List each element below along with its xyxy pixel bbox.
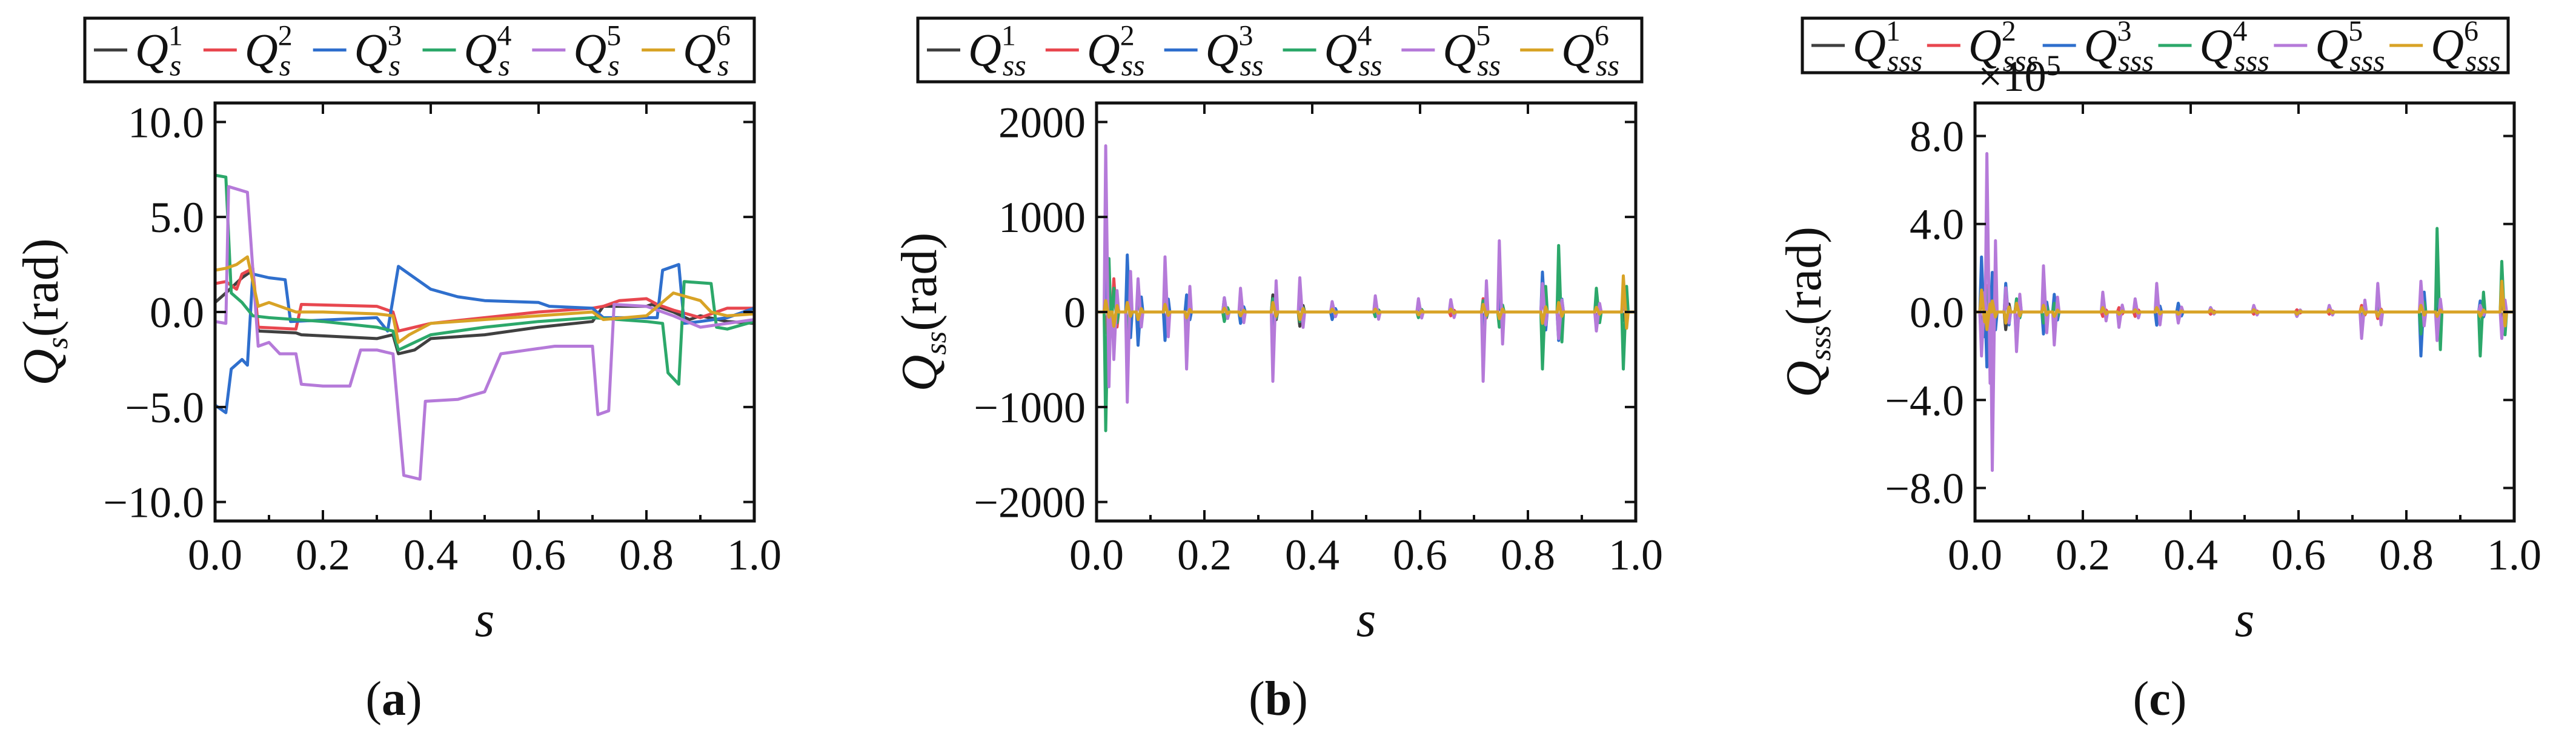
series-group [1097, 144, 1636, 433]
y-tick-label: −10.0 [103, 479, 204, 527]
x-tick-label: 0.2 [1177, 531, 1232, 579]
exponent-label: ×105 [1978, 50, 2061, 101]
series-line-3 [215, 263, 754, 414]
panel-label: (b) [1249, 672, 1308, 726]
y-tick-label: −5.0 [125, 383, 204, 432]
series-group [215, 173, 754, 481]
legend: Q1 ss Q2 ss Q3 ss Q4 ss Q5 ss Q6 ss [916, 16, 1644, 84]
panel-label: (a) [365, 672, 422, 726]
legend-entry-4: Q4 sss [2200, 15, 2269, 78]
legend-box [1801, 16, 2510, 75]
x-axis-label: s [2235, 591, 2255, 648]
y-tick-label: 5.0 [150, 193, 204, 242]
x-tick-label: 0.8 [1501, 531, 1555, 579]
y-axis-label: Qs(rad) [13, 238, 74, 385]
x-tick-label: 0.0 [1069, 531, 1124, 579]
x-tick-label: 0.2 [2056, 531, 2110, 579]
series-line-6 [1097, 274, 1636, 330]
legend-entry-3: Q3 s [354, 20, 402, 82]
y-tick-label: 8.0 [1910, 112, 1964, 161]
x-tick-label: 0.4 [1285, 531, 1339, 579]
x-tick-label: 1.0 [727, 531, 782, 579]
x-tick-label: 0.2 [296, 531, 350, 579]
y-tick-label: 2000 [998, 98, 1086, 147]
legend-entry-4: Q4 s [464, 20, 512, 82]
legend-entry-2: Q2 ss [1087, 20, 1145, 82]
series-line-4 [1097, 244, 1636, 433]
y-tick-label: −4.0 [1885, 376, 1964, 425]
x-tick-label: 0.6 [2271, 531, 2326, 579]
x-axis-label: s [1356, 591, 1376, 648]
x-tick-label: 0.0 [188, 531, 242, 579]
panel-a: 0.0 0.2 0.4 0.6 0.8 1.0 10.0 5.0 0.0 −5.0 −10.0 s Qs… [13, 16, 782, 726]
series-line-1 [1097, 293, 1636, 342]
series-line-2 [1097, 277, 1636, 334]
series-line-5 [215, 185, 754, 481]
legend-entry-5: Q5 ss [1442, 20, 1501, 82]
legend-box [83, 16, 756, 84]
x-tick-label: 0.0 [1948, 531, 2002, 579]
legend-entry-4: Q4 ss [1324, 20, 1383, 82]
series-line-3 [1097, 253, 1636, 352]
y-tick-label: −8.0 [1885, 465, 1964, 513]
series-line-6 [1975, 279, 2514, 331]
x-tick-label: 1.0 [1608, 531, 1663, 579]
x-tick-label: 1.0 [2487, 531, 2541, 579]
x-tick-label: 0.4 [403, 531, 458, 579]
legend-entry-3: Q3 ss [1206, 20, 1264, 82]
legend-entry-6: Q6 sss [2431, 15, 2500, 78]
x-tick-label: 0.6 [511, 531, 566, 579]
y-tick-label: −1000 [974, 383, 1086, 432]
y-tick-label: 0.0 [150, 288, 204, 337]
series-line-4 [215, 173, 754, 386]
series-line-6 [215, 255, 754, 344]
panel-b: 0.0 0.2 0.4 0.6 0.8 1.0 2000 1000 0 −1000 −2000 s Qs… [891, 16, 1663, 726]
legend-entry-5: Q5 sss [2315, 15, 2385, 78]
legend-entry-1: Q1 ss [968, 20, 1026, 82]
y-axis-label: Qsss(rad) [1776, 227, 1837, 397]
series-group [1975, 152, 2514, 472]
series-line-5 [1097, 144, 1636, 404]
y-tick-label: 1000 [998, 193, 1086, 242]
legend-entry-1: Q1 s [135, 20, 183, 82]
x-tick-label: 0.8 [619, 531, 674, 579]
panel-label: (c) [2133, 672, 2187, 726]
legend-entry-2: Q2 s [245, 20, 293, 82]
y-tick-label: −2000 [974, 479, 1086, 527]
y-tick-label: 0.0 [1910, 288, 1964, 337]
legend-entry-5: Q5 s [573, 20, 621, 82]
y-tick-label: 0 [1064, 288, 1086, 337]
legend-entry-6: Q6 s [683, 20, 731, 82]
x-tick-label: 0.8 [2379, 531, 2434, 579]
legend-entry-6: Q6 ss [1561, 20, 1619, 82]
x-tick-label: 0.6 [1393, 531, 1447, 579]
legend: Q1 sss Q2 sss Q3 sss Q4 sss Q5 sss Q6 sss [1801, 15, 2510, 78]
legend-entry-1: Q1 sss [1853, 15, 1922, 78]
x-axis-label: s [475, 591, 495, 648]
legend-box [916, 16, 1644, 84]
y-tick-label: 4.0 [1910, 201, 1964, 249]
legend: Q1 s Q2 s Q3 s Q4 s Q5 s Q6 s [83, 16, 756, 84]
legend-entry-2: Q2 sss [1968, 15, 2038, 78]
panel-c: 0.0 0.2 0.4 0.6 0.8 1.0 8.0 4.0 0.0 −4.0 −8.0 ×105 s… [1776, 15, 2541, 726]
x-tick-label: 0.4 [2163, 531, 2218, 579]
y-tick-label: 10.0 [128, 98, 204, 147]
legend-entry-3: Q3 sss [2084, 15, 2154, 78]
y-axis-label: Qss(rad) [891, 233, 952, 392]
